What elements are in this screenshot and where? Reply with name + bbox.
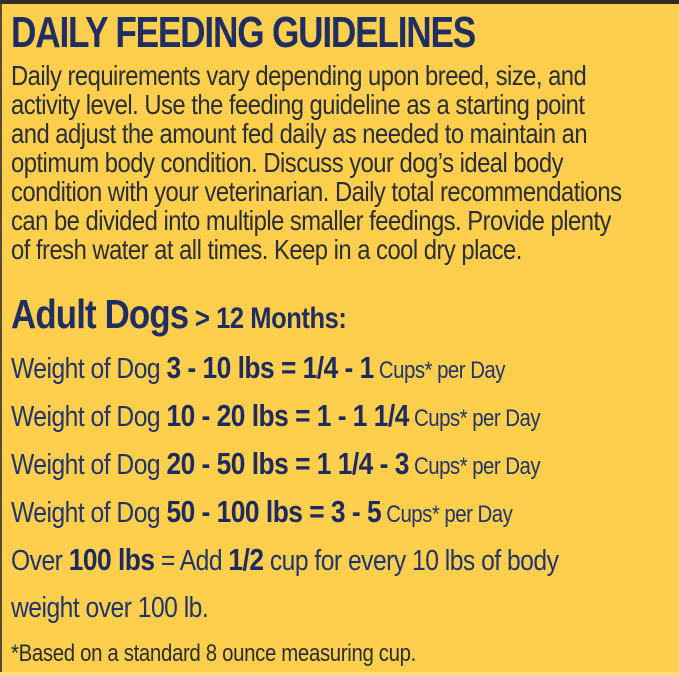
over-rule-text: cup for every 10 lbs of body bbox=[263, 545, 559, 577]
section-heading-adult-dogs: Adult Dogs > 12 Months: bbox=[11, 291, 347, 338]
guideline-prefix: Weight of Dog bbox=[11, 449, 167, 481]
over-100-lbs-rule-continued: weight over 100 lb. bbox=[11, 592, 209, 624]
guideline-range-amount: 20 - 50 lbs = 1 1/4 - 3 bbox=[166, 446, 409, 481]
over-rule-weight: 100 lbs bbox=[68, 542, 155, 577]
guideline-row: Weight of Dog 50 - 100 lbs = 3 - 5 Cups*… bbox=[11, 494, 513, 530]
guideline-suffix: Cups* per Day bbox=[381, 501, 513, 528]
guideline-suffix: Cups* per Day bbox=[408, 405, 541, 432]
intro-line: of fresh water at all times. Keep in a c… bbox=[11, 234, 522, 265]
guideline-range-amount: 3 - 10 lbs = 1/4 - 1 bbox=[166, 350, 374, 385]
guideline-row: Weight of Dog 10 - 20 lbs = 1 - 1 1/4 Cu… bbox=[11, 398, 541, 434]
section-heading-months: > 12 Months: bbox=[195, 302, 347, 335]
over-100-lbs-rule: Over 100 lbs = Add 1/2 cup for every 10 … bbox=[11, 542, 559, 578]
intro-line: can be divided into multiple smaller fee… bbox=[11, 205, 611, 236]
intro-line: Daily requirements vary depending upon b… bbox=[11, 60, 587, 91]
guideline-row: Weight of Dog 20 - 50 lbs = 1 1/4 - 3 Cu… bbox=[11, 446, 541, 482]
guideline-prefix: Weight of Dog bbox=[11, 401, 167, 433]
section-heading-main: Adult Dogs bbox=[11, 291, 189, 337]
measuring-cup-footnote: *Based on a standard 8 ounce measuring c… bbox=[11, 640, 416, 667]
guideline-range-amount: 50 - 100 lbs = 3 - 5 bbox=[166, 494, 382, 529]
guideline-range-amount: 10 - 20 lbs = 1 - 1 1/4 bbox=[166, 398, 409, 433]
guideline-suffix: Cups* per Day bbox=[373, 357, 506, 384]
guideline-prefix: Weight of Dog bbox=[11, 353, 167, 385]
guideline-suffix: Cups* per Day bbox=[408, 453, 541, 480]
guideline-row: Weight of Dog 3 - 10 lbs = 1/4 - 1 Cups*… bbox=[11, 350, 505, 386]
over-rule-amount: 1/2 bbox=[228, 542, 264, 577]
bottom-edge-strip bbox=[0, 672, 679, 676]
intro-line: condition with your veterinarian. Daily … bbox=[11, 176, 622, 207]
intro-line: activity level. Use the feeding guidelin… bbox=[11, 89, 585, 120]
left-edge-line bbox=[0, 0, 2, 676]
guideline-prefix: Weight of Dog bbox=[11, 497, 167, 529]
top-edge-line bbox=[0, 0, 679, 4]
intro-line: and adjust the amount fed daily as neede… bbox=[11, 118, 588, 149]
over-rule-text: Over bbox=[11, 545, 69, 577]
over-rule-text: = Add bbox=[154, 545, 229, 577]
intro-line: optimum body condition. Discuss your dog… bbox=[11, 147, 563, 178]
page-title: DAILY FEEDING GUIDELINES bbox=[11, 8, 476, 57]
